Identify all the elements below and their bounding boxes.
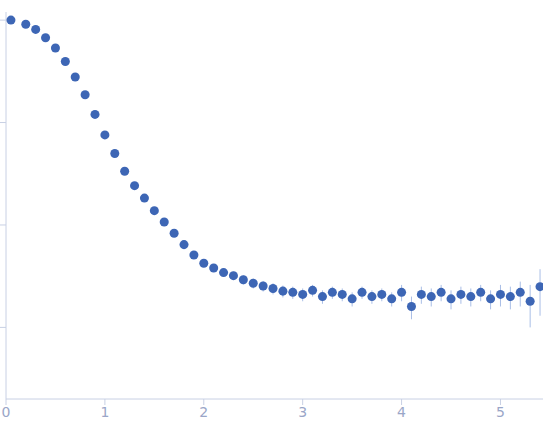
svg-text:0: 0 — [8, 404, 10, 420]
svg-text:4: 4 — [397, 404, 406, 420]
svg-text:2: 2 — [199, 404, 208, 420]
svg-text:3: 3 — [298, 404, 307, 420]
svg-text:5: 5 — [496, 404, 505, 420]
svg-text:1: 1 — [100, 404, 109, 420]
